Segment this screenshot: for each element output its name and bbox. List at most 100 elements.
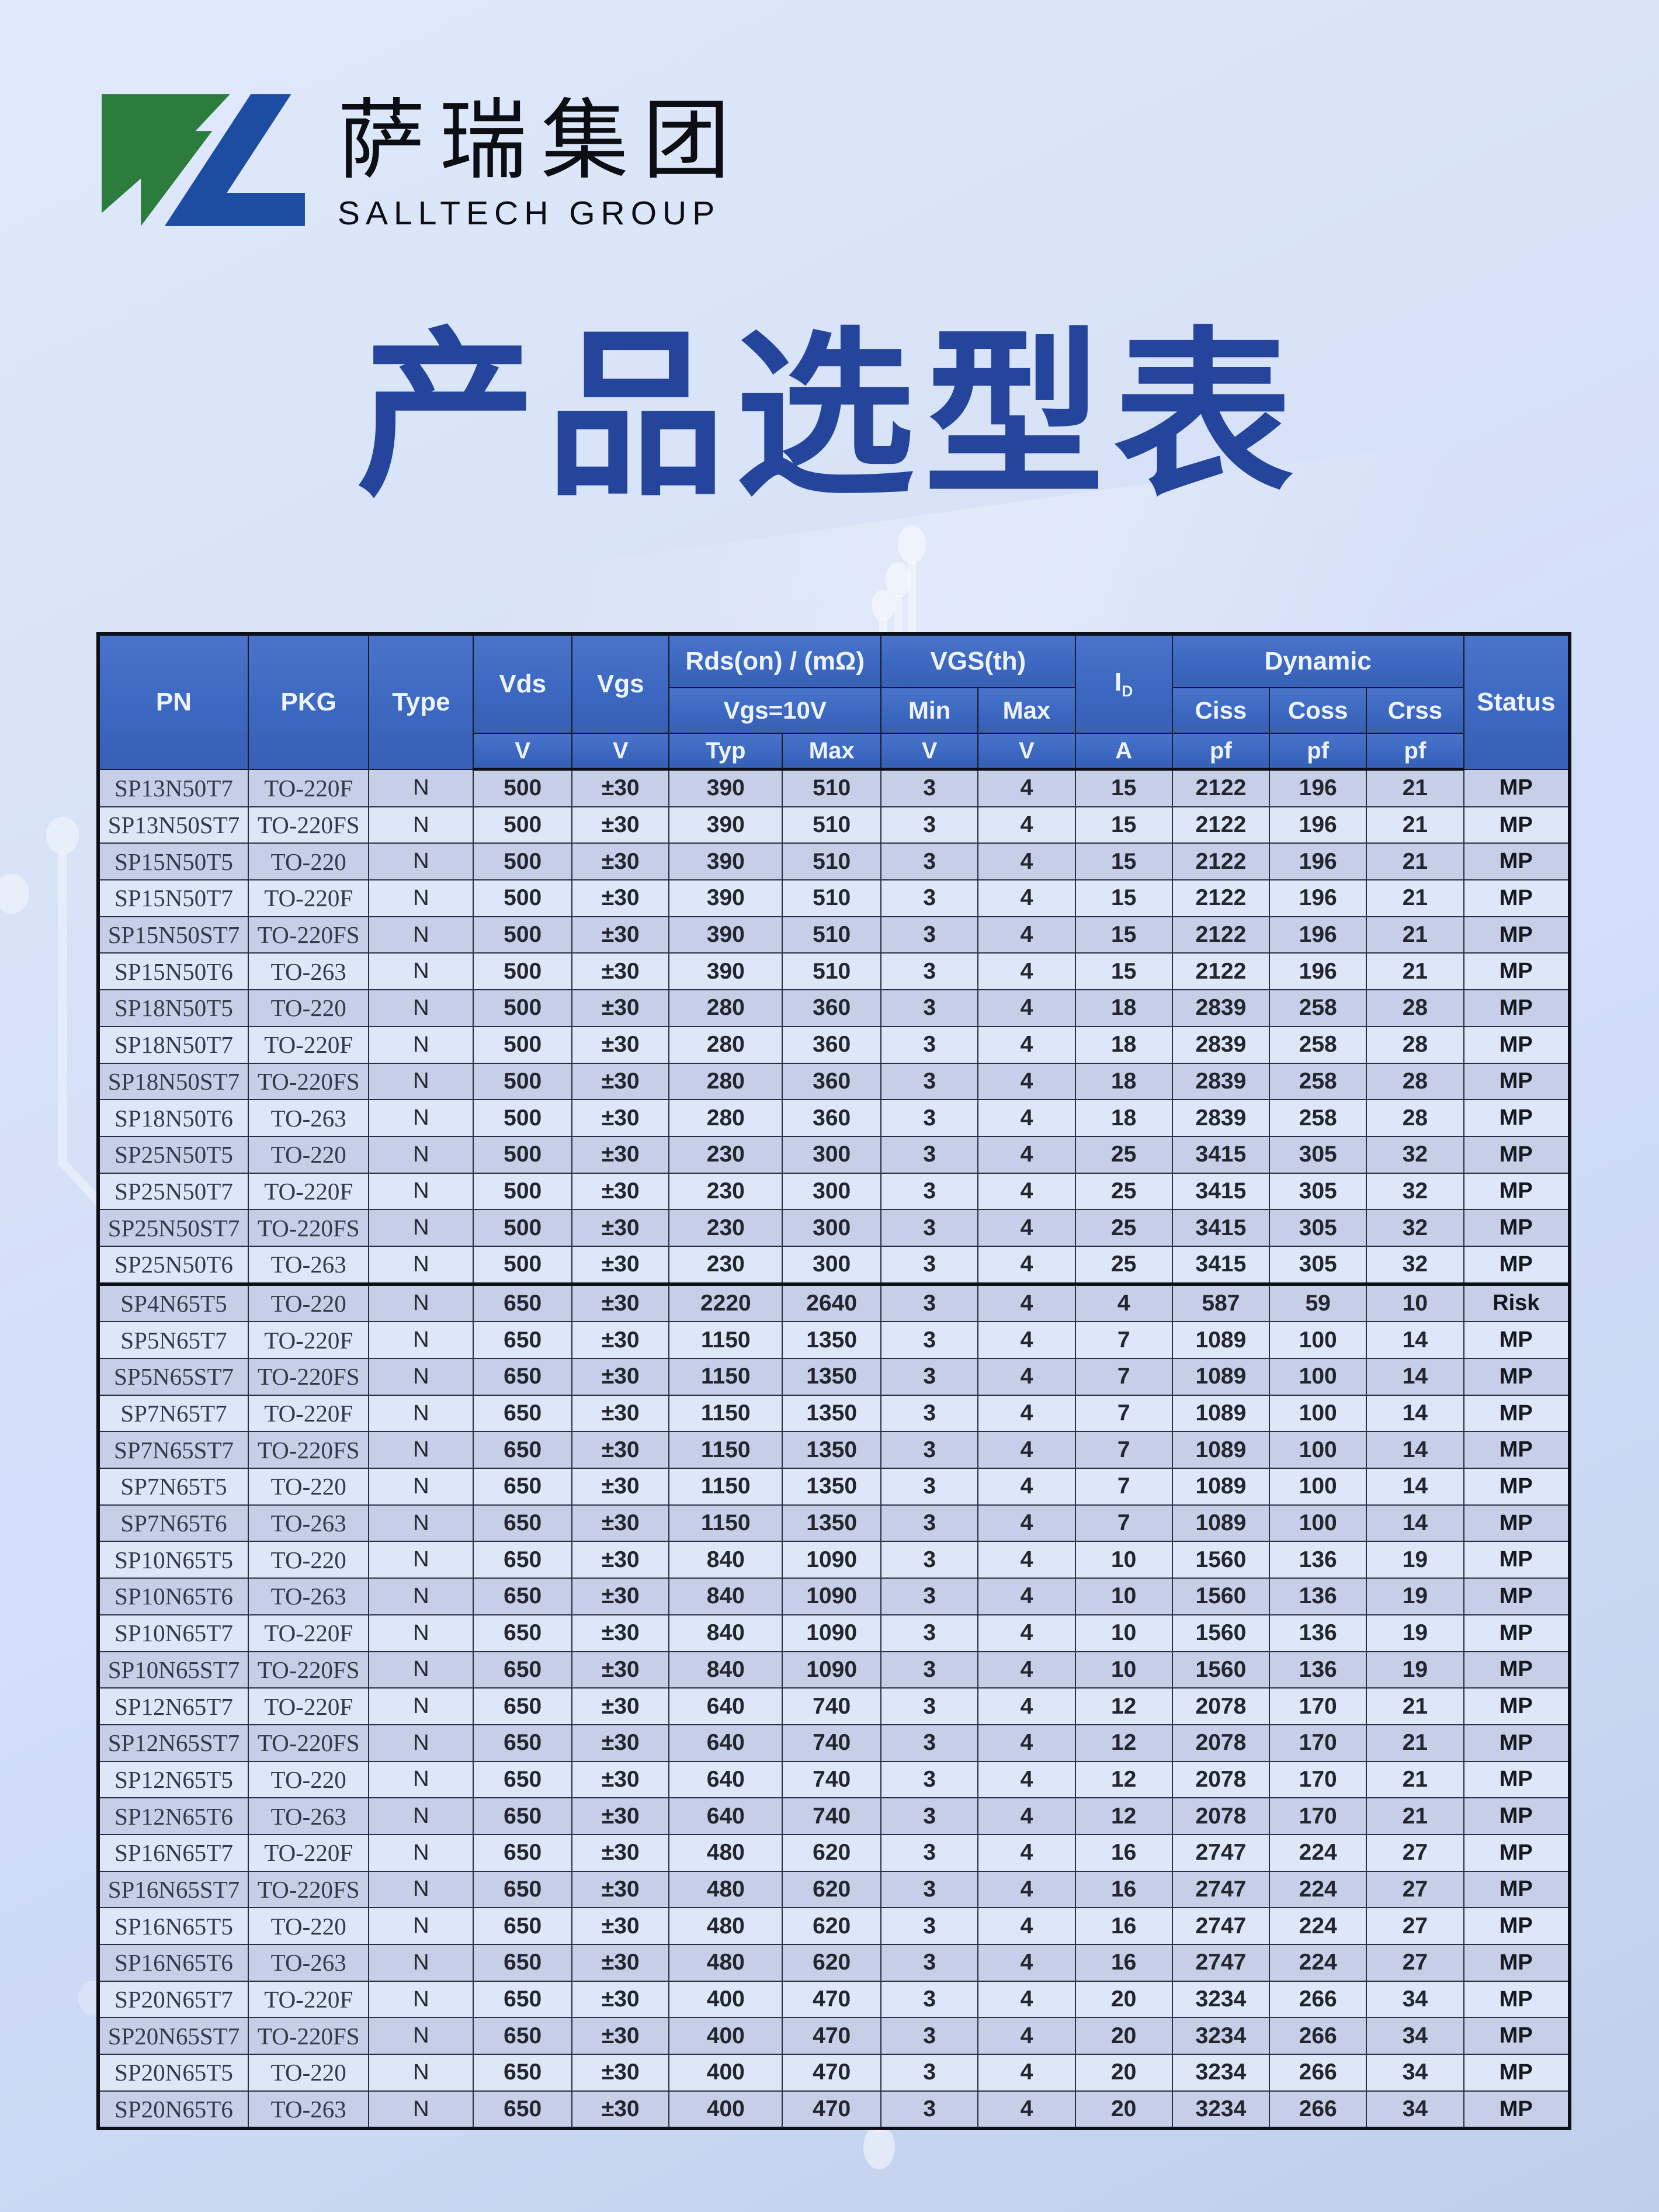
cell-ciss: 2122 <box>1171 768 1271 807</box>
cell-vgs: ±30 <box>571 1358 670 1396</box>
table-header: PN PKG Type Vds Vgs Rds(on) / (mΩ) VGS(t… <box>98 633 1571 771</box>
cell-rdson_max: 1350 <box>782 1321 882 1359</box>
cell-vgs: ±30 <box>571 1870 670 1909</box>
cell-rdson_typ: 280 <box>668 1099 783 1137</box>
col-header-coss: Coss <box>1269 687 1368 734</box>
cell-vgsth_max: 4 <box>977 952 1076 991</box>
col-header-pn: PN <box>98 633 249 770</box>
cell-crss: 14 <box>1366 1468 1464 1506</box>
cell-coss: 100 <box>1269 1358 1368 1396</box>
cell-pkg: TO-220FS <box>247 1651 370 1689</box>
table-row: SP7N65ST7 TO-220FS N 650 ±30 1150 1350 3 4 7 1089 1… <box>98 1431 1571 1469</box>
cell-pn: SP5N65ST7 <box>98 1358 249 1396</box>
cell-vgs: ±30 <box>571 1907 670 1945</box>
cell-status: MP <box>1463 1025 1571 1064</box>
cell-vgsth_min: 3 <box>880 879 979 917</box>
cell-pn: SP20N65T7 <box>98 1980 249 2019</box>
cell-pkg: TO-220F <box>247 1025 370 1064</box>
cell-id: 16 <box>1074 1833 1173 1872</box>
cell-vgsth_max: 4 <box>977 1099 1076 1137</box>
cell-vds: 500 <box>473 1135 573 1174</box>
cell-type: N <box>368 879 474 917</box>
cell-pn: SP18N50T6 <box>98 1099 249 1137</box>
unit-vgs: V <box>571 733 670 771</box>
cell-ciss: 2122 <box>1171 952 1271 991</box>
cell-vgsth_max: 4 <box>977 1614 1076 1652</box>
cell-rdson_typ: 1150 <box>668 1504 783 1542</box>
cell-coss: 136 <box>1269 1651 1368 1689</box>
logo-mark-green <box>102 94 230 226</box>
cell-coss: 305 <box>1269 1172 1368 1211</box>
cell-pkg: TO-220FS <box>247 1431 370 1469</box>
col-header-vgsth-min: Min <box>880 687 979 734</box>
cell-vgs: ±30 <box>571 768 670 807</box>
col-header-vgs: Vgs <box>571 633 670 734</box>
table-row: SP20N65T6 TO-263 N 650 ±30 400 470 3 4 20 3234 266 3… <box>98 2090 1571 2130</box>
cell-vgs: ±30 <box>571 1797 670 1835</box>
cell-vgs: ±30 <box>571 1468 670 1506</box>
cell-pn: SP12N65T5 <box>98 1760 249 1799</box>
cell-pkg: TO-220 <box>247 1135 370 1174</box>
cell-id: 10 <box>1074 1541 1173 1579</box>
cell-rdson_typ: 840 <box>668 1614 783 1652</box>
cell-status: MP <box>1463 1687 1571 1725</box>
cell-vgsth_min: 3 <box>880 1833 979 1872</box>
cell-rdson_typ: 390 <box>668 768 783 807</box>
cell-rdson_typ: 230 <box>668 1245 783 1285</box>
cell-id: 16 <box>1074 1944 1173 1982</box>
cell-pn: SP15N50ST7 <box>98 916 249 954</box>
cell-vgs: ±30 <box>571 1833 670 1872</box>
cell-crss: 14 <box>1366 1431 1464 1469</box>
cell-vgsth_max: 4 <box>977 2054 1076 2092</box>
cell-id: 15 <box>1074 916 1173 954</box>
cell-vgsth_max: 4 <box>977 1245 1076 1285</box>
cell-vgsth_max: 4 <box>977 1870 1076 1909</box>
cell-rdson_typ: 280 <box>668 1062 783 1101</box>
cell-vgsth_min: 3 <box>880 916 979 954</box>
cell-coss: 136 <box>1269 1614 1368 1652</box>
cell-status: MP <box>1463 2090 1571 2130</box>
cell-vds: 650 <box>473 1797 573 1835</box>
cell-vgsth_max: 4 <box>977 1980 1076 2019</box>
cell-ciss: 2122 <box>1171 916 1271 954</box>
cell-type: N <box>368 1870 474 1909</box>
cell-coss: 196 <box>1269 916 1368 954</box>
cell-ciss: 2122 <box>1171 879 1271 917</box>
cell-pkg: TO-220FS <box>247 1358 370 1396</box>
cell-id: 7 <box>1074 1321 1173 1359</box>
cell-rdson_max: 300 <box>782 1245 882 1285</box>
cell-coss: 258 <box>1269 1025 1368 1064</box>
cell-ciss: 2839 <box>1171 1062 1271 1101</box>
cell-rdson_max: 300 <box>782 1172 882 1211</box>
cell-type: N <box>368 1099 474 1137</box>
cell-rdson_max: 1350 <box>782 1358 882 1396</box>
cell-type: N <box>368 1394 474 1433</box>
cell-ciss: 2078 <box>1171 1724 1271 1762</box>
unit-id: A <box>1074 733 1173 771</box>
cell-vds: 650 <box>473 1431 573 1469</box>
cell-rdson_max: 360 <box>782 989 882 1027</box>
cell-coss: 100 <box>1269 1504 1368 1542</box>
cell-rdson_max: 740 <box>782 1760 882 1799</box>
cell-vgsth_min: 3 <box>880 1282 979 1323</box>
circuit-pads-top-right <box>872 525 926 621</box>
cell-pn: SP20N65T6 <box>98 2090 249 2130</box>
cell-id: 18 <box>1074 989 1173 1027</box>
unit-ciss: pf <box>1171 733 1271 771</box>
cell-rdson_typ: 480 <box>668 1870 783 1909</box>
table-row: SP10N65T5 TO-220 N 650 ±30 840 1090 3 4 10 1560 136… <box>98 1541 1571 1579</box>
cell-rdson_typ: 390 <box>668 879 783 917</box>
cell-pn: SP25N50ST7 <box>98 1209 249 1247</box>
cell-rdson_typ: 840 <box>668 1651 783 1689</box>
cell-vgs: ±30 <box>571 1651 670 1689</box>
cell-vgsth_min: 3 <box>880 1907 979 1945</box>
cell-id: 7 <box>1074 1358 1173 1396</box>
cell-ciss: 1089 <box>1171 1504 1271 1542</box>
cell-rdson_max: 620 <box>782 1944 882 1982</box>
cell-vds: 650 <box>473 1980 573 2019</box>
cell-vgsth_min: 3 <box>880 1797 979 1835</box>
logo-mark-blue-slash <box>164 94 291 226</box>
cell-ciss: 1560 <box>1171 1614 1271 1652</box>
page-title: 产品选型表 <box>356 315 1303 516</box>
table-row: SP10N65T6 TO-263 N 650 ±30 840 1090 3 4 10 1560 136… <box>98 1577 1571 1615</box>
